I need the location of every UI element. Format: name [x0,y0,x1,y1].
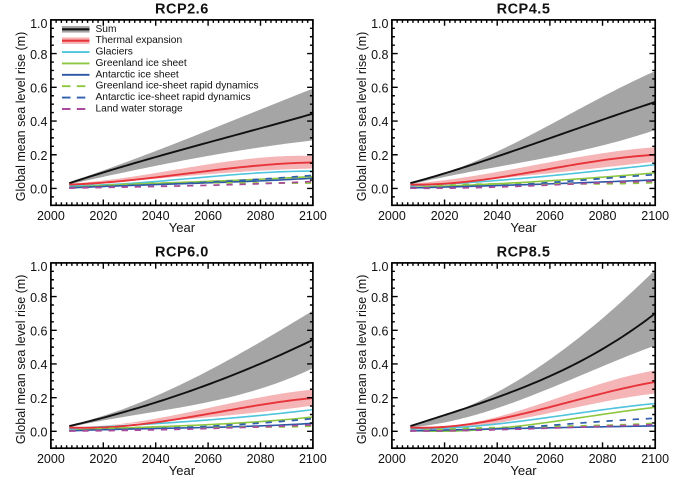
svg-text:Year: Year [169,220,196,235]
svg-text:2060: 2060 [536,452,564,466]
svg-text:1.0: 1.0 [371,17,388,31]
svg-text:Land water storage: Land water storage [96,104,184,115]
svg-text:Global mean sea level rise (m): Global mean sea level rise (m) [355,32,369,202]
svg-text:0.8: 0.8 [30,48,47,62]
svg-text:RCP2.6: RCP2.6 [155,1,209,17]
svg-text:2080: 2080 [247,452,275,466]
svg-text:1.0: 1.0 [30,17,47,31]
svg-text:0.8: 0.8 [30,291,47,305]
svg-text:0.0: 0.0 [30,426,47,440]
svg-text:2080: 2080 [589,209,617,223]
svg-text:0.6: 0.6 [30,82,47,96]
svg-text:0.6: 0.6 [371,82,388,96]
svg-text:Global mean sea level rise (m): Global mean sea level rise (m) [14,275,28,445]
svg-text:0.4: 0.4 [371,115,388,129]
svg-text:RCP6.0: RCP6.0 [155,244,209,260]
svg-text:0.4: 0.4 [30,358,47,372]
svg-text:2040: 2040 [142,209,170,223]
svg-text:0.4: 0.4 [30,115,47,129]
svg-text:2100: 2100 [299,452,327,466]
svg-text:0.2: 0.2 [30,149,47,163]
svg-text:Year: Year [169,463,196,478]
svg-text:0.2: 0.2 [371,392,388,406]
svg-text:Global mean sea level rise (m): Global mean sea level rise (m) [355,275,369,445]
svg-text:0.8: 0.8 [371,291,388,305]
svg-text:0.2: 0.2 [30,392,47,406]
svg-text:2000: 2000 [378,209,406,223]
svg-text:0.8: 0.8 [371,48,388,62]
svg-text:0.6: 0.6 [30,325,47,339]
svg-text:Year: Year [510,220,537,235]
svg-text:2060: 2060 [194,452,222,466]
svg-text:0.2: 0.2 [371,149,388,163]
svg-text:Antarctic ice sheet: Antarctic ice sheet [96,69,179,80]
svg-text:2100: 2100 [641,452,669,466]
svg-text:1.0: 1.0 [371,260,388,274]
svg-text:Glaciers: Glaciers [96,47,133,58]
svg-text:Greenland ice-sheet rapid dyna: Greenland ice-sheet rapid dynamics [96,81,259,92]
svg-text:2100: 2100 [299,209,327,223]
svg-text:1.0: 1.0 [30,260,47,274]
svg-text:2020: 2020 [431,452,459,466]
svg-text:2060: 2060 [194,209,222,223]
svg-text:2020: 2020 [431,209,459,223]
svg-text:0.0: 0.0 [30,183,47,197]
svg-text:2040: 2040 [483,452,511,466]
svg-text:0.0: 0.0 [371,183,388,197]
svg-text:Year: Year [510,463,537,478]
svg-text:Sum: Sum [96,24,117,35]
svg-text:0.6: 0.6 [371,325,388,339]
svg-text:Greenland ice sheet: Greenland ice sheet [96,58,187,69]
svg-text:0.0: 0.0 [371,426,388,440]
svg-text:RCP4.5: RCP4.5 [497,1,551,17]
svg-text:2000: 2000 [37,209,65,223]
svg-text:2000: 2000 [37,452,65,466]
svg-text:0.4: 0.4 [371,358,388,372]
svg-text:Antarctic ice-sheet rapid dyna: Antarctic ice-sheet rapid dynamics [96,92,251,103]
svg-text:2080: 2080 [247,209,275,223]
svg-text:2040: 2040 [483,209,511,223]
svg-text:2100: 2100 [641,209,669,223]
svg-text:2020: 2020 [89,452,117,466]
svg-text:2040: 2040 [142,452,170,466]
svg-text:Global mean sea level rise (m): Global mean sea level rise (m) [14,32,28,202]
svg-text:Thermal expansion: Thermal expansion [96,35,183,46]
svg-text:2000: 2000 [378,452,406,466]
svg-text:2020: 2020 [89,209,117,223]
svg-text:2080: 2080 [589,452,617,466]
svg-text:2060: 2060 [536,209,564,223]
svg-text:RCP8.5: RCP8.5 [497,244,551,260]
